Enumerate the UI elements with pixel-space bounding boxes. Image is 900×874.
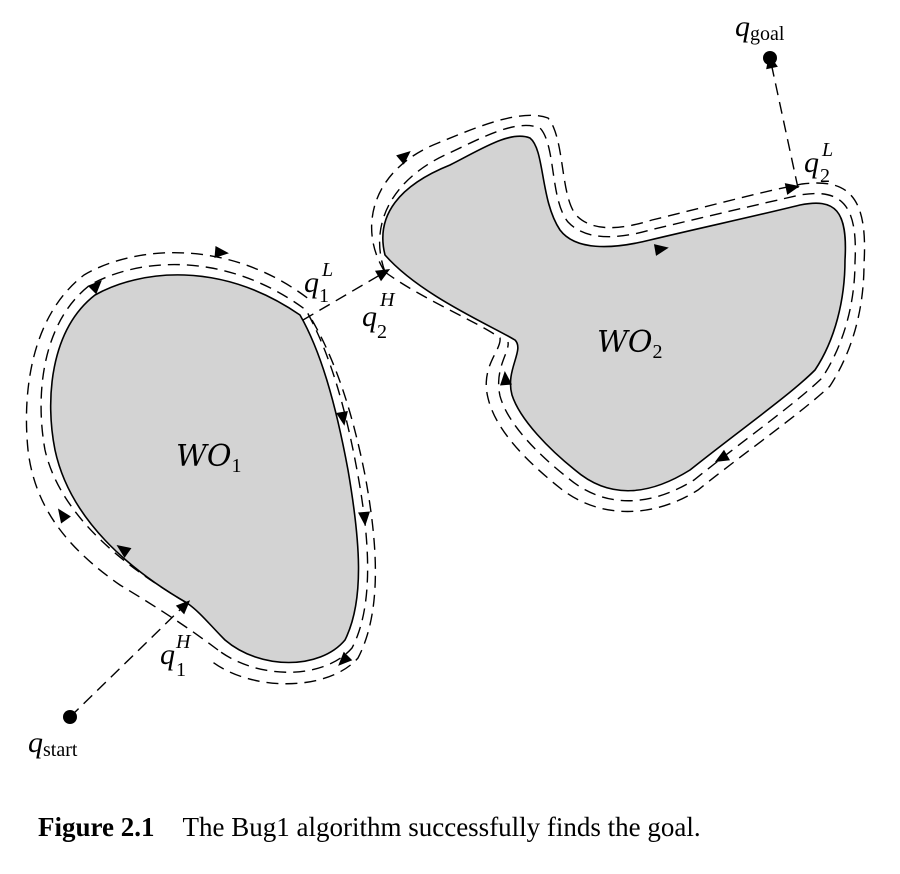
svg-text:q: q [160,638,175,671]
path-q1l-to-q2h [302,271,386,321]
arrowhead-12 [784,183,800,195]
label-wo1: WO1 [176,439,241,477]
label-q1-h: q 1 H [160,631,192,681]
svg-text:L: L [321,259,333,281]
arrowhead-15 [500,371,512,386]
arrowhead-7 [358,511,370,526]
caption-text: The Bug1 algorithm successfully finds th… [182,812,701,842]
svg-text:2: 2 [377,321,387,343]
label-q2-l: q 2 L [804,139,833,187]
path-start-to-q1h [69,602,188,718]
arrowhead-10 [396,151,411,165]
svg-text:2: 2 [820,165,830,187]
svg-text:1: 1 [319,285,329,307]
arrowhead-5 [214,246,229,258]
goal-point [763,51,777,65]
path-around-wo1-outer [25,251,377,685]
obstacle-wo2 [382,135,847,492]
label-q-goal: qgoal [735,10,785,45]
path-around-wo2-inner [378,124,857,502]
arrowhead-9 [375,269,391,282]
arrowhead-6 [336,410,348,426]
arrowhead-8 [338,651,353,666]
path-around-wo2-outer [371,114,866,513]
figure-caption: Figure 2.1 The Bug1 algorithm successfull… [38,812,701,843]
figure-number: Figure 2.1 [38,812,155,842]
path-around-wo1-inner [40,263,369,673]
path-q2l-to-goal [769,57,799,189]
arrowhead-14 [714,449,730,462]
obstacle-wo1 [49,274,360,664]
svg-text:L: L [821,139,833,161]
arrowhead-4 [87,280,102,295]
label-q-start: qstart [28,726,78,761]
svg-text:H: H [175,631,192,653]
label-q2-h: q 2 H [362,289,396,343]
svg-text:q: q [804,146,819,179]
arrowhead-3 [57,508,71,524]
svg-text:H: H [379,289,396,311]
label-wo2: WO2 [597,325,662,363]
label-q1-l: q 1 L [304,259,333,307]
arrowhead-2 [116,544,132,558]
arrowhead-11 [653,244,669,256]
arrowhead-1 [175,600,191,615]
svg-text:q: q [362,300,377,333]
svg-text:1: 1 [176,659,186,681]
start-point [63,710,77,724]
svg-text:q: q [304,266,319,299]
